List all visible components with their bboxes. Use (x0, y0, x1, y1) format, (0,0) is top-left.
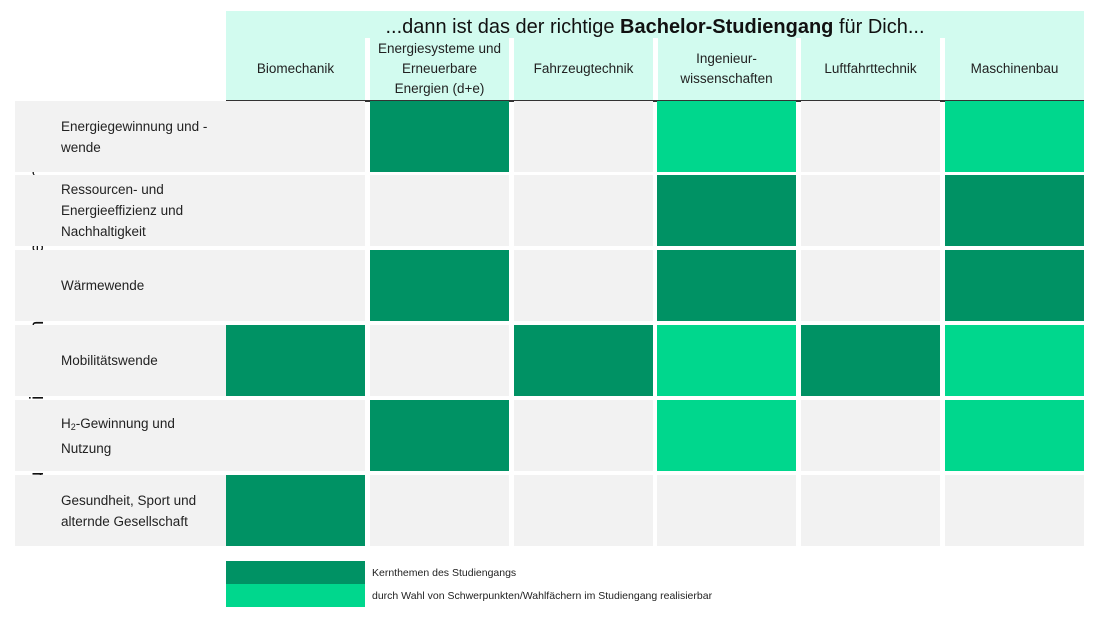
row-label: Wärmewende (61, 278, 145, 293)
matrix-title: ...dann ist das der richtige Bachelor-St… (226, 14, 1084, 40)
cell-fahrzeugtechnik (514, 175, 653, 246)
cell-maschinenbau (945, 101, 1084, 172)
cell-fahrzeugtechnik (514, 250, 653, 321)
cell-energiesysteme (370, 325, 509, 396)
cell-maschinenbau (945, 400, 1084, 471)
column-separator (796, 38, 801, 100)
cell-ingenieurwissenschaften (657, 400, 796, 471)
cell-biomechanik (226, 175, 365, 246)
column-header-ingenieurwissenschaften: Ingenieur-wissenschaften (680, 51, 773, 86)
cell-ingenieurwissenschaften (657, 475, 796, 546)
header-divider (226, 100, 1084, 102)
row-band (15, 475, 226, 546)
cell-energiesysteme (370, 475, 509, 546)
cell-energiesysteme (370, 101, 509, 172)
cell-maschinenbau (945, 475, 1084, 546)
column-separator (940, 38, 945, 100)
cell-fahrzeugtechnik (514, 325, 653, 396)
legend-label-core: Kernthemen des Studiengangs (372, 567, 517, 579)
cell-luftfahrttechnik (801, 250, 940, 321)
column-separator (365, 38, 370, 100)
row-band (15, 400, 226, 471)
column-header-energiesysteme: Energiesysteme und Erneuerbare Energien … (377, 41, 502, 96)
title-bold: Bachelor-Studiengang (620, 16, 834, 38)
cell-biomechanik (226, 325, 365, 396)
row-label: Energiegewinnung und -wende (61, 118, 208, 155)
cell-maschinenbau (945, 325, 1084, 396)
legend-label-optional: durch Wahl von Schwerpunkten/Wahlfächern… (372, 590, 713, 602)
column-header-maschinenbau: Maschinenbau (970, 61, 1059, 76)
row-label: Gesundheit, Sport und alternde Gesellsch… (61, 492, 197, 529)
column-separator (509, 38, 514, 100)
cell-fahrzeugtechnik (514, 400, 653, 471)
cell-biomechanik (226, 250, 365, 321)
cell-ingenieurwissenschaften (657, 175, 796, 246)
cell-biomechanik (226, 101, 365, 172)
cell-energiesysteme (370, 400, 509, 471)
cell-biomechanik (226, 400, 365, 471)
row-band (15, 250, 226, 321)
title-suffix: für Dich... (833, 16, 925, 38)
legend-swatch-optional (226, 584, 365, 607)
cell-maschinenbau (945, 175, 1084, 246)
row-label: H2-Gewinnung und Nutzung (61, 415, 175, 456)
column-header-fahrzeugtechnik: Fahrzeugtechnik (533, 61, 634, 76)
cell-luftfahrttechnik (801, 400, 940, 471)
cell-maschinenbau (945, 250, 1084, 321)
cell-luftfahrttechnik (801, 475, 940, 546)
cell-ingenieurwissenschaften (657, 101, 796, 172)
cell-luftfahrttechnik (801, 175, 940, 246)
legend-swatch-core (226, 561, 365, 584)
column-header-luftfahrttechnik: Luftfahrttechnik (824, 61, 917, 76)
row-label: Mobilitätswende (61, 353, 158, 368)
row-band (15, 101, 226, 172)
title-prefix: ...dann ist das der richtige (385, 16, 621, 38)
cell-luftfahrttechnik (801, 325, 940, 396)
cell-ingenieurwissenschaften (657, 250, 796, 321)
cell-energiesysteme (370, 175, 509, 246)
column-separator (653, 38, 658, 100)
cell-fahrzeugtechnik (514, 101, 653, 172)
cell-biomechanik (226, 475, 365, 546)
row-label: Ressourcen- und Energieeffizienz und Nac… (61, 182, 184, 239)
cell-fahrzeugtechnik (514, 475, 653, 546)
cell-luftfahrttechnik (801, 101, 940, 172)
row-band (15, 325, 226, 396)
cell-ingenieurwissenschaften (657, 325, 796, 396)
column-header-biomechanik: Biomechanik (256, 61, 335, 76)
cell-energiesysteme (370, 250, 509, 321)
row-band (15, 175, 226, 246)
